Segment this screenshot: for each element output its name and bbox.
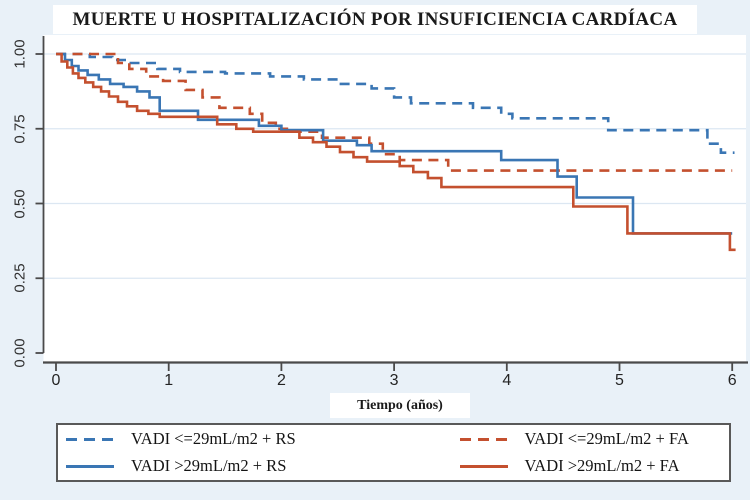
- plot-background: [43, 35, 746, 362]
- legend-item: VADI >29mL/m2 + RS: [58, 456, 394, 476]
- y-tick-label: 0.25: [11, 263, 29, 293]
- xlabel-band: Tiempo (años): [330, 393, 470, 418]
- y-tick-label: 0.50: [11, 188, 29, 219]
- title-band: MUERTE U HOSPITALIZACIÓN POR INSUFICIENC…: [53, 5, 697, 34]
- x-tick-label: 6: [727, 372, 737, 389]
- legend-label: VADI <=29mL/m2 + RS: [131, 429, 296, 448]
- x-tick-label: 4: [502, 372, 512, 389]
- legend-item: VADI <=29mL/m2 + RS: [58, 429, 394, 449]
- legend-label: VADI >29mL/m2 + RS: [131, 456, 287, 475]
- x-tick-label: 0: [51, 372, 61, 389]
- legend-line-sample-solid: [459, 464, 508, 468]
- legend-item: VADI <=29mL/m2 + FA: [394, 429, 730, 449]
- series-curve-1: [56, 52, 733, 172]
- y-tick-label: 0.00: [11, 338, 29, 368]
- legend-label: VADI <=29mL/m2 + FA: [524, 429, 689, 448]
- series-curve-3: [56, 52, 736, 252]
- x-axis-label: Tiempo (años): [357, 397, 443, 413]
- series-curve-0: [56, 52, 735, 154]
- legend: VADI <=29mL/m2 + RS VADI <=29mL/m2 + FA VA…: [56, 423, 731, 482]
- x-tick-label: 5: [615, 372, 624, 389]
- legend-item: VADI >29mL/m2 + FA: [394, 456, 730, 476]
- y-tick-label: 0.75: [11, 114, 29, 144]
- series-curve-2: [56, 52, 733, 235]
- y-tick-label: 1.00: [11, 39, 29, 69]
- km-plot: [35, 35, 748, 371]
- x-tick-label: 1: [164, 372, 174, 389]
- x-tick-label: 2: [276, 372, 286, 389]
- legend-label: VADI >29mL/m2 + FA: [524, 456, 680, 475]
- x-tick-label: 3: [389, 372, 399, 389]
- legend-line-sample-solid: [66, 464, 114, 468]
- chart-title: MUERTE U HOSPITALIZACIÓN POR INSUFICIENC…: [72, 8, 678, 30]
- legend-line-sample-dashed: [459, 437, 508, 441]
- legend-line-sample-dashed: [66, 437, 114, 441]
